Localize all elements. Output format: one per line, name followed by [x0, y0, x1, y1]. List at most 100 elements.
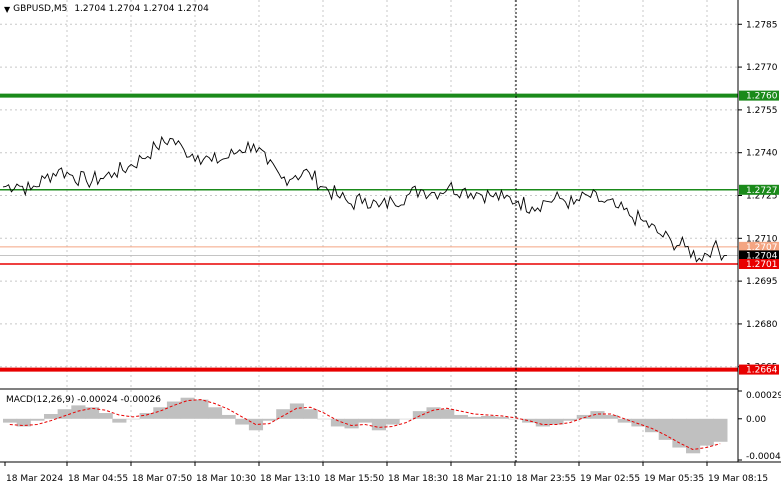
time-tick-label: 18 Mar 23:55	[516, 474, 576, 484]
macd-bar	[576, 414, 591, 419]
time-tick-label: 18 Mar 2024	[6, 474, 63, 484]
time-tick-label: 18 Mar 13:10	[260, 474, 320, 484]
level-tag	[739, 250, 779, 261]
macd-bar	[358, 418, 373, 423]
level-tag	[739, 364, 779, 375]
time-tick-label: 18 Mar 15:50	[324, 474, 384, 484]
macd-bar	[713, 418, 728, 442]
macd-bar	[71, 405, 86, 419]
macd-tick-label: -0.00043	[746, 452, 781, 462]
macd-bar	[98, 413, 113, 419]
macd-tick-label: 0.00	[746, 415, 766, 425]
macd-bar	[631, 418, 646, 427]
ohlc-values: 1.2704 1.2704 1.2704 1.2704	[74, 4, 209, 14]
macd-bar	[412, 411, 427, 419]
macd-bar	[467, 416, 482, 419]
macd-bar	[658, 418, 673, 440]
macd-bar	[16, 418, 31, 427]
level-tag-label: 1.2760	[746, 92, 778, 102]
macd-tick-label: 0.00029	[746, 391, 781, 401]
price-tick-label: 1.2695	[746, 277, 778, 287]
macd-bar	[84, 407, 100, 419]
macd-bar	[563, 418, 578, 421]
macd-bar	[508, 418, 523, 420]
level-lines	[0, 93, 738, 372]
time-tick-label: 19 Mar 08:15	[708, 474, 768, 484]
level-tag	[739, 258, 779, 269]
macd-bar	[385, 418, 400, 425]
level-tag	[739, 90, 779, 101]
chart-title: ▼ GBPUSD,M5 1.2704 1.2704 1.2704 1.2704	[4, 4, 209, 14]
level-tag-label: 1.2701	[746, 260, 778, 270]
macd-bar	[440, 409, 455, 419]
macd-bar	[549, 418, 564, 425]
price-tick-label: 1.2785	[746, 20, 778, 30]
time-tick-label: 18 Mar 10:30	[196, 474, 256, 484]
macd-bar	[645, 418, 660, 433]
macd-bar	[112, 418, 127, 423]
macd-bar	[276, 409, 291, 419]
level-tag	[739, 241, 779, 252]
price-line	[2, 135, 728, 263]
macd-bar	[371, 418, 386, 431]
macd-bar	[248, 418, 264, 431]
macd-bar	[43, 414, 59, 419]
macd-bar	[494, 416, 509, 419]
time-axis: 18 Mar 2024 18 Mar 04:55 18 Mar 07:50 18 Ma…	[4, 462, 768, 484]
macd-bar	[194, 399, 209, 419]
level-tag-label: 1.2727	[746, 186, 778, 196]
time-tick-label: 18 Mar 18:30	[388, 474, 448, 484]
level-tag-label: 1.2664	[746, 366, 778, 376]
macd-bar	[344, 418, 359, 429]
level-tag	[739, 184, 779, 195]
macd-bar	[180, 397, 195, 419]
time-tick-label: 18 Mar 21:10	[452, 474, 512, 484]
macd-bar	[426, 407, 441, 419]
macd-bar	[221, 414, 236, 419]
macd-axis: 0.00029 0.00 -0.00043	[738, 390, 781, 462]
macd-bar	[535, 418, 550, 427]
level-tag-label: 1.2707	[746, 243, 778, 253]
macd-bar	[125, 418, 141, 420]
macd-signal-line	[9, 399, 721, 451]
macd-bar	[604, 414, 619, 419]
macd-bar	[166, 401, 182, 419]
macd-bar	[3, 418, 18, 423]
macd-bar	[317, 418, 332, 420]
price-tick-label: 1.2725	[746, 192, 778, 202]
price-tick-label: 1.2680	[746, 320, 778, 330]
price-tick-label: 1.2770	[746, 63, 778, 73]
macd-bar	[672, 418, 687, 448]
macd-bar	[57, 409, 72, 419]
price-tick-label: 1.2755	[746, 106, 778, 116]
vertical-grid	[66, 0, 708, 462]
macd-bar	[453, 414, 468, 419]
macd-bar	[235, 418, 250, 425]
macd-bar	[699, 418, 714, 446]
symbol-label: GBPUSD,M5	[13, 4, 68, 14]
dropdown-triangle-icon[interactable]: ▼	[4, 4, 11, 14]
macd-bar	[399, 418, 414, 420]
macd-bar	[617, 418, 632, 423]
price-tick-label: 1.2740	[746, 149, 778, 159]
macd-bar	[481, 415, 496, 419]
macd-histogram	[3, 397, 728, 454]
macd-label: MACD(12,26,9) -0.00024 -0.00026	[6, 395, 162, 405]
level-tag-label: 1.2704	[746, 251, 778, 261]
price-path	[2, 135, 728, 263]
macd-bar	[207, 407, 223, 419]
macd-bar	[262, 418, 277, 421]
macd-bar	[30, 418, 45, 421]
macd-signal-path	[9, 399, 721, 451]
horizontal-grid	[0, 23, 738, 368]
macd-bar	[330, 418, 346, 427]
time-tick-label: 18 Mar 07:50	[132, 474, 192, 484]
time-tick-label: 19 Mar 02:55	[580, 474, 640, 484]
macd-bar	[153, 407, 168, 419]
macd-bar	[289, 403, 305, 419]
time-tick-label: 18 Mar 04:55	[68, 474, 128, 484]
macd-bar	[139, 413, 154, 419]
macd-bar	[590, 411, 605, 419]
